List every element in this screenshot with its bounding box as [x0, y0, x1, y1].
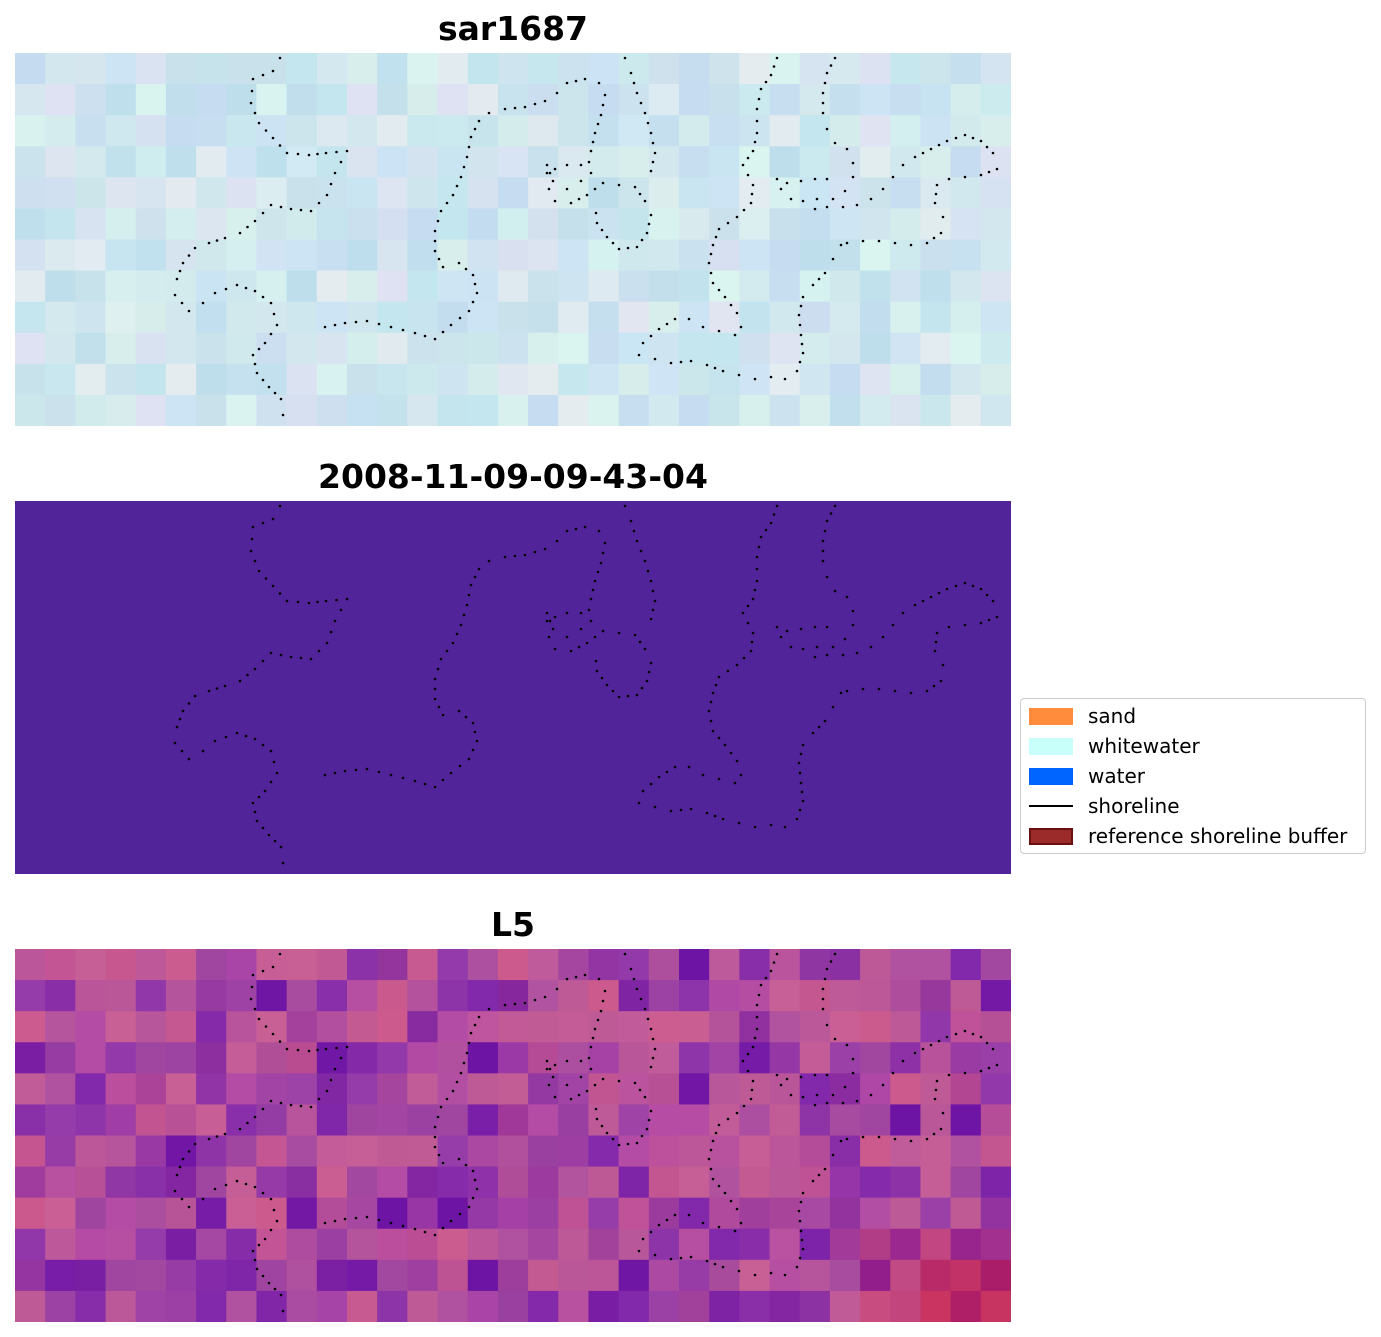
l5-image-panel [15, 949, 1011, 1322]
classified-image-panel [15, 501, 1011, 874]
legend-label-sand: sand [1088, 704, 1137, 728]
panel-title-sar: sar1687 [437, 9, 589, 48]
water-swatch [1029, 767, 1073, 785]
raster-pixels [15, 53, 1011, 426]
reference-buffer-swatch [1029, 827, 1073, 845]
legend-label-water: water [1088, 764, 1145, 788]
raster-pixels [15, 949, 1011, 1322]
legend-label-whitewater: whitewater [1088, 734, 1200, 758]
legend-item-whitewater: whitewater [1029, 734, 1200, 758]
shoreline-dots [173, 56, 999, 417]
legend-label-reference-buffer: reference shoreline buffer [1088, 824, 1348, 848]
panel-title-l5: L5 [491, 905, 535, 944]
whitewater-swatch [1029, 737, 1073, 755]
shoreline-dots [173, 504, 999, 865]
classified-fill [15, 501, 1011, 874]
legend-label-shoreline: shoreline [1088, 794, 1180, 818]
legend: sand whitewater water shoreline referenc… [1020, 698, 1366, 854]
l5-image [15, 949, 1011, 1322]
legend-item-reference-buffer: reference shoreline buffer [1029, 824, 1347, 848]
sar-image [15, 53, 1011, 426]
classified-image [15, 501, 1011, 874]
legend-item-water: water [1029, 764, 1145, 788]
sand-swatch [1029, 707, 1073, 725]
legend-item-sand: sand [1029, 704, 1136, 728]
panel-title-classified: 2008-11-09-09-43-04 [318, 457, 708, 496]
sar-image-panel [15, 53, 1011, 426]
shoreline-dots [173, 952, 999, 1313]
legend-item-shoreline: shoreline [1029, 794, 1180, 818]
shoreline-swatch [1029, 805, 1073, 807]
